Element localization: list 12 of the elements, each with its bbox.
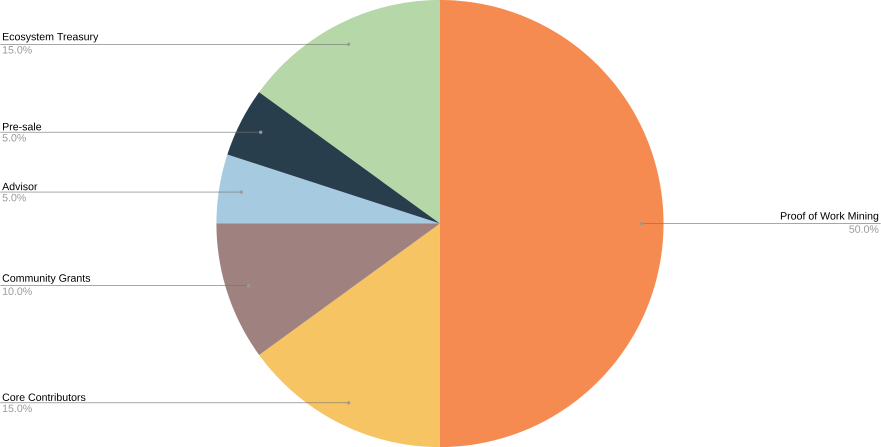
slice-label: Community Grants xyxy=(2,274,90,284)
data-label: 10.0% xyxy=(2,287,32,295)
slice-label: Proof of Work Mining xyxy=(780,212,878,222)
slice-label: Pre-sale xyxy=(2,122,42,130)
slice-label: Advisor xyxy=(2,182,38,190)
data-label: 5.0% xyxy=(2,194,26,202)
slice-label: Ecosystem Treasury xyxy=(2,32,98,42)
data-label: 50.0% xyxy=(849,225,879,233)
data-label: 5.0% xyxy=(2,134,26,142)
data-label: 15.0% xyxy=(2,404,32,412)
data-label: 15.0% xyxy=(2,46,32,54)
slice-label: Core Contributors xyxy=(2,393,86,401)
